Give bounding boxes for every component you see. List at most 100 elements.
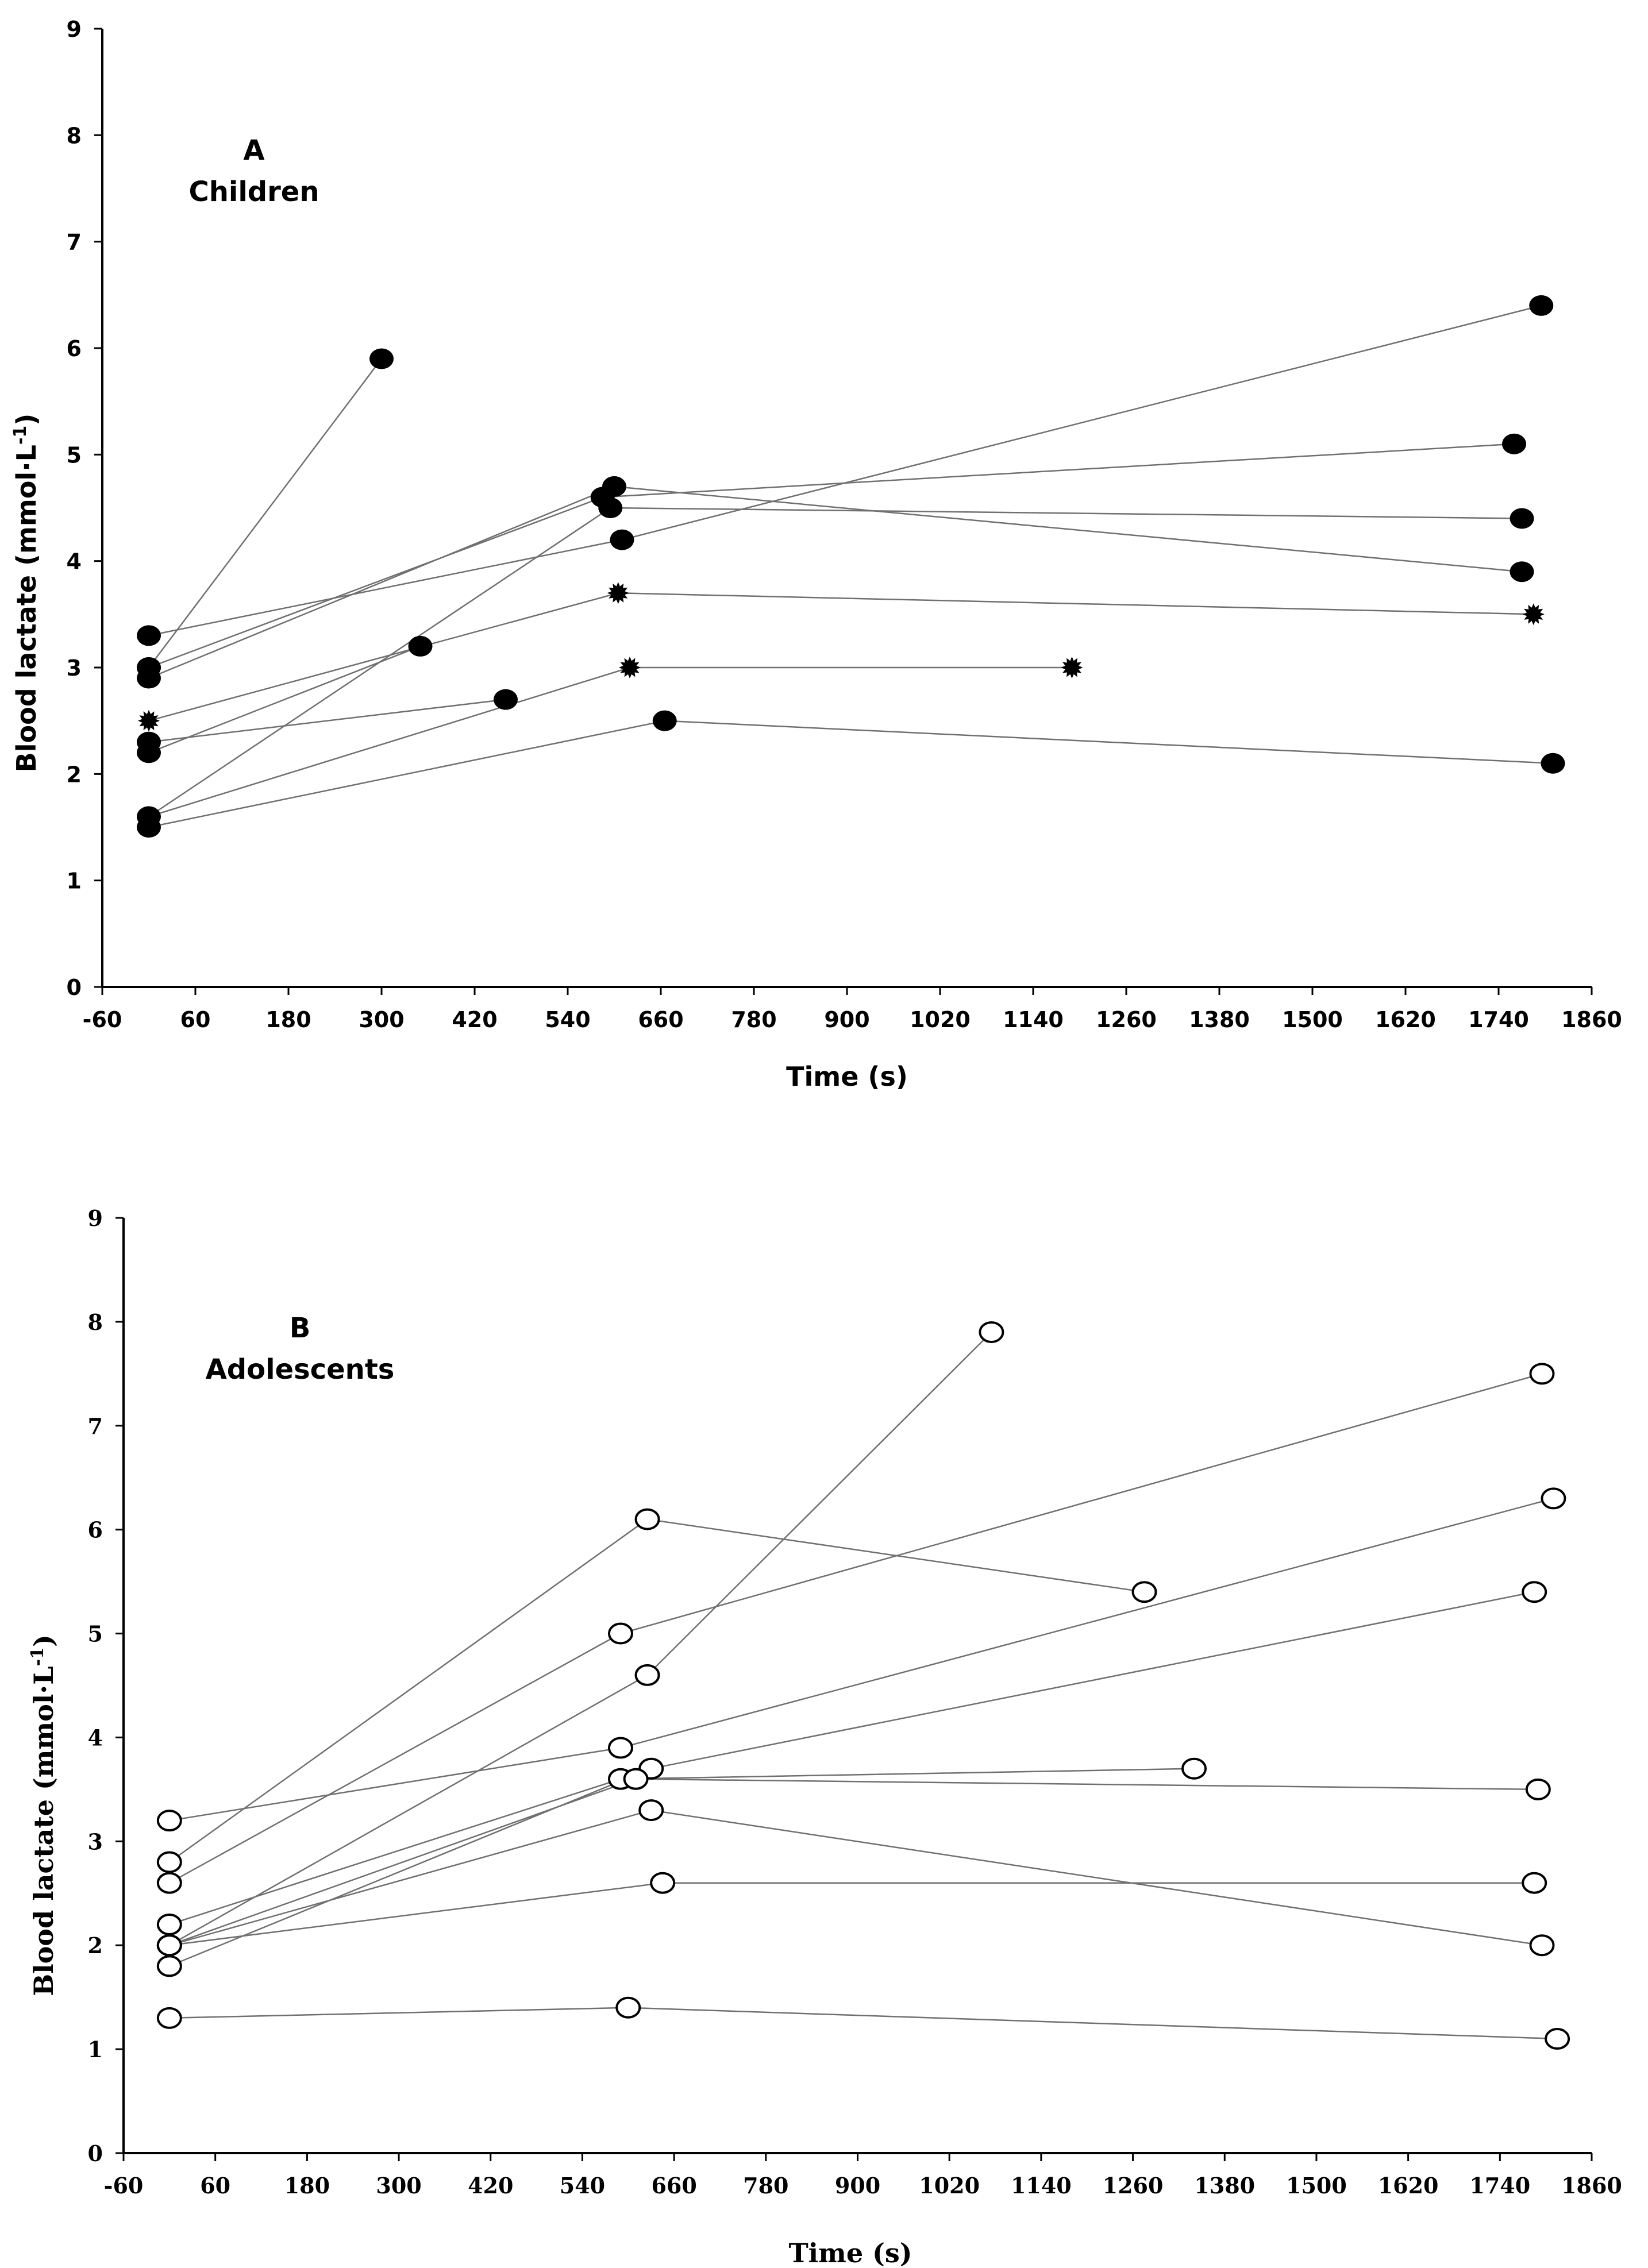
series-7-point bbox=[607, 582, 629, 604]
x-tick-label: 540 bbox=[545, 1007, 590, 1032]
x-tick-label: 1620 bbox=[1378, 2173, 1439, 2198]
x-tick-label: 1740 bbox=[1468, 1007, 1529, 1032]
x-tick-label: 180 bbox=[284, 2173, 330, 2198]
series-1-line bbox=[148, 358, 382, 668]
x-tick-label: -60 bbox=[104, 2173, 144, 2198]
panel-b-group-label: Adolescents bbox=[206, 1353, 395, 1386]
series-9-point bbox=[619, 657, 641, 678]
y-tick-label: 1 bbox=[67, 869, 82, 894]
y-tick-label: 1 bbox=[88, 2036, 103, 2062]
panel-a-y-axis-title-main: Blood lactate (mmol·L bbox=[11, 445, 42, 772]
y-tick-label: 7 bbox=[67, 230, 82, 255]
y-tick-label: 0 bbox=[88, 2140, 103, 2166]
series-8-point bbox=[137, 731, 161, 753]
series-1-point bbox=[156, 1851, 182, 1873]
series-3-point bbox=[634, 1664, 660, 1686]
x-tick-label: 420 bbox=[452, 1007, 497, 1032]
x-tick-label: 300 bbox=[359, 1007, 404, 1032]
y-tick-label: 5 bbox=[67, 442, 82, 468]
y-tick-label: 0 bbox=[67, 975, 82, 1000]
series-5-point bbox=[137, 625, 161, 646]
y-tick-label: 4 bbox=[67, 549, 82, 574]
series-4-point bbox=[590, 487, 615, 508]
series-8-point bbox=[494, 689, 518, 710]
y-tick-label: 3 bbox=[67, 655, 82, 681]
x-tick-label: 180 bbox=[265, 1007, 311, 1032]
series-3-point bbox=[1510, 561, 1534, 583]
series-9-point bbox=[138, 805, 160, 828]
series-8-line bbox=[148, 699, 506, 743]
x-tick-label: 1380 bbox=[1189, 1007, 1250, 1032]
y-tick-label: 8 bbox=[88, 1309, 103, 1335]
y-tick-label: 9 bbox=[67, 17, 82, 42]
panel-a-y-axis-title: Blood lactate (mmol·L-1) bbox=[10, 414, 43, 773]
panel-b-y-axis-title-close: ) bbox=[28, 1634, 59, 1647]
series-8-point bbox=[1529, 1934, 1555, 1957]
panel-a-markers bbox=[137, 295, 1565, 838]
series-1-point bbox=[369, 348, 394, 369]
series-2-point bbox=[607, 1622, 633, 1645]
x-tick-label: 780 bbox=[743, 2173, 788, 2198]
panel-a-group-label: Children bbox=[188, 176, 319, 208]
x-tick-label: 780 bbox=[731, 1007, 776, 1032]
x-tick-label: 1020 bbox=[910, 1007, 971, 1032]
series-10-point bbox=[1545, 2028, 1570, 2050]
series-6-point bbox=[156, 1914, 182, 1936]
x-tick-label: 60 bbox=[200, 2173, 230, 2198]
series-2-point bbox=[1510, 508, 1534, 529]
panel-a-y-axis-title-sup: -1 bbox=[10, 426, 30, 445]
panel-a-y-axis-title-close: ) bbox=[11, 414, 42, 426]
panel-b-y-axis-title-sup: -1 bbox=[28, 1647, 48, 1666]
panel-a-x-axis-title: Time (s) bbox=[786, 1061, 908, 1092]
y-tick-label: 2 bbox=[67, 762, 82, 787]
series-8-point bbox=[638, 1799, 664, 1822]
x-tick-label: 1620 bbox=[1375, 1007, 1436, 1032]
series-9-point bbox=[1061, 657, 1083, 678]
panel-a-children: -60 60 180 300 420 540 660 780 900 1020 1140 1260 13… bbox=[10, 17, 1622, 1092]
series-5-point bbox=[610, 529, 634, 550]
series-1-point bbox=[634, 1508, 660, 1530]
y-tick-label: 6 bbox=[88, 1517, 103, 1543]
panel-b-ticks: -60 60 180 300 420 540 660 780 900 1020 1140 1260 13… bbox=[88, 1205, 1622, 2198]
series-5-point bbox=[156, 1955, 182, 1977]
x-tick-label: 1500 bbox=[1286, 2173, 1347, 2198]
panel-b-x-axis-title: Time (s) bbox=[788, 2238, 912, 2268]
panel-a-ticks: -60 60 180 300 420 540 660 780 900 1020 1140 1260 13… bbox=[67, 17, 1622, 1032]
series-10-point bbox=[1541, 753, 1565, 774]
series-1-point bbox=[1131, 1581, 1157, 1603]
series-4-point bbox=[1541, 1487, 1566, 1510]
series-9-point bbox=[650, 1872, 676, 1894]
series-2-point bbox=[1529, 1363, 1555, 1385]
series-4-point bbox=[1502, 433, 1526, 454]
y-tick-label: 2 bbox=[88, 1933, 103, 1958]
series-6-line bbox=[148, 645, 421, 754]
series-9-point bbox=[1522, 1872, 1547, 1894]
series-7-point bbox=[623, 1768, 649, 1790]
series-10-point bbox=[156, 2007, 182, 2029]
series-10-point bbox=[615, 1996, 641, 2019]
series-4-point bbox=[137, 657, 161, 678]
y-tick-label: 8 bbox=[67, 123, 82, 148]
x-tick-label: 1260 bbox=[1103, 2173, 1164, 2198]
series-9-point bbox=[156, 1934, 182, 1957]
series-6-point bbox=[1181, 1757, 1207, 1780]
x-tick-label: 660 bbox=[651, 2173, 696, 2198]
panel-b-markers bbox=[156, 1321, 1570, 2050]
x-tick-label: 60 bbox=[180, 1007, 211, 1032]
series-10-point bbox=[652, 710, 677, 731]
y-tick-label: 5 bbox=[88, 1621, 103, 1647]
x-tick-label: 1380 bbox=[1194, 2173, 1255, 2198]
y-tick-label: 3 bbox=[88, 1829, 103, 1854]
panel-b-y-axis-title-main: Blood lactate (mmol·L bbox=[28, 1666, 59, 1996]
series-6-point bbox=[408, 635, 433, 657]
y-tick-label: 4 bbox=[88, 1725, 103, 1750]
x-tick-label: -60 bbox=[83, 1007, 122, 1032]
x-tick-label: 900 bbox=[835, 2173, 880, 2198]
x-tick-label: 660 bbox=[638, 1007, 683, 1032]
x-tick-label: 900 bbox=[824, 1007, 869, 1032]
x-tick-label: 1860 bbox=[1561, 1007, 1622, 1032]
panel-b-y-axis-title: Blood lactate (mmol·L-1) bbox=[28, 1634, 60, 1996]
series-10-point bbox=[137, 817, 161, 838]
